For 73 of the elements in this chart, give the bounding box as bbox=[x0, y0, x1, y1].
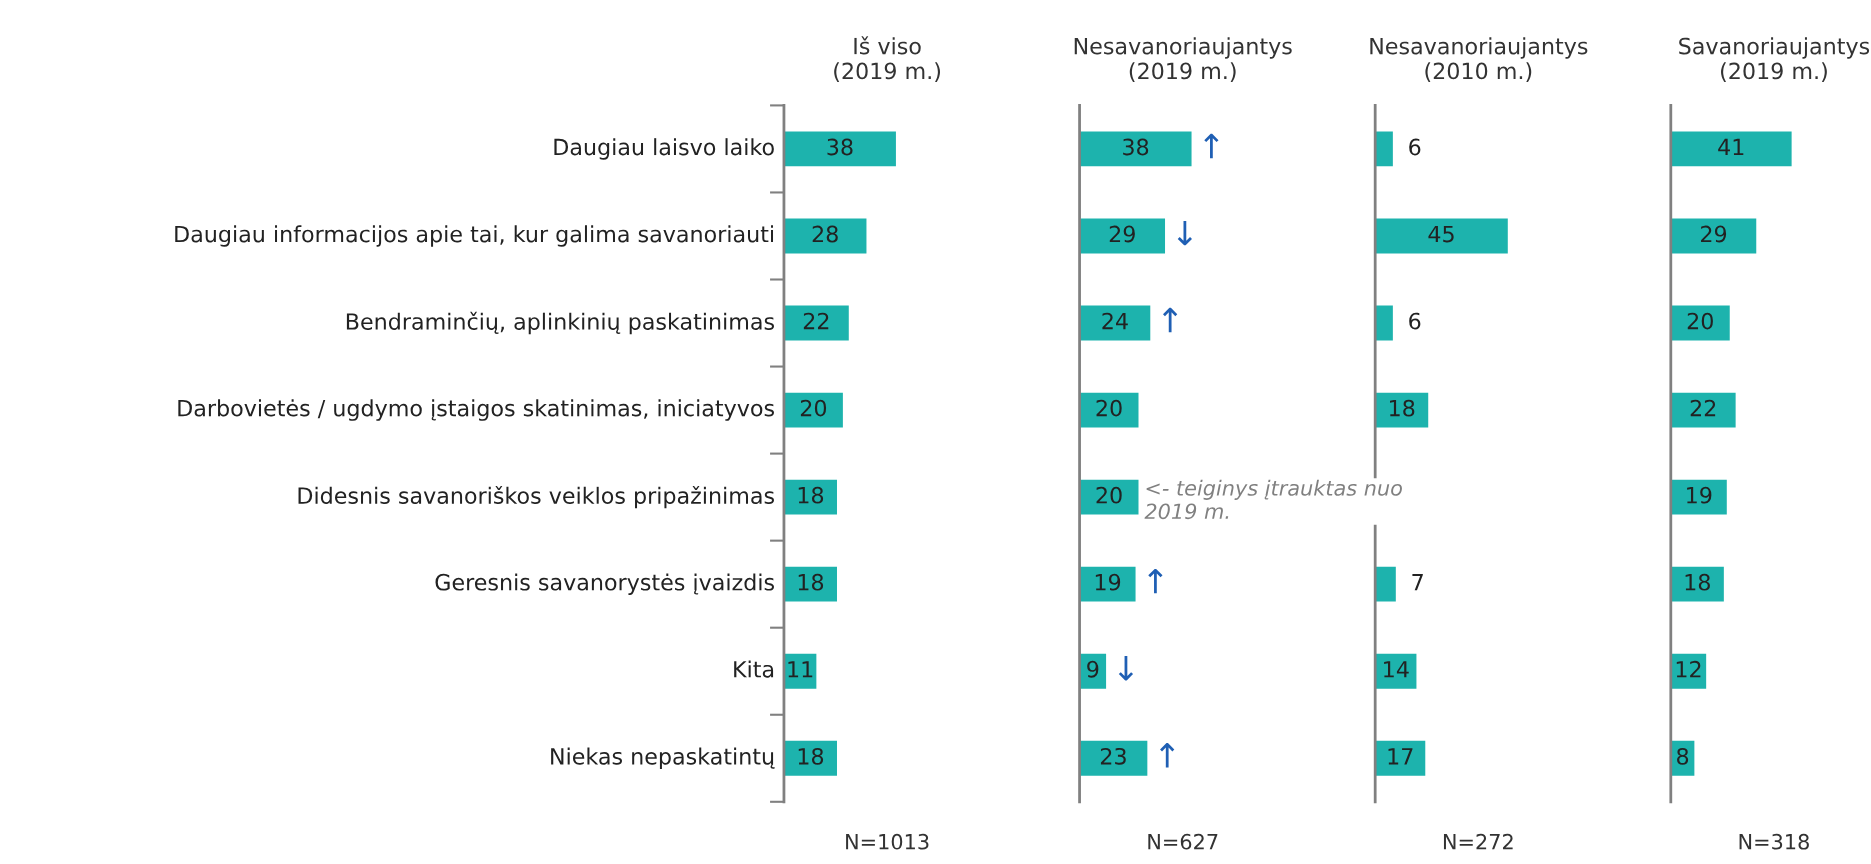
y-tick-label: Daugiau laisvo laiko bbox=[554, 138, 774, 160]
data-label: 14 bbox=[1384, 661, 1409, 678]
data-label: 20 bbox=[1687, 312, 1713, 330]
annotation: ↓ bbox=[1118, 656, 1134, 681]
data-label: 18 bbox=[798, 573, 824, 591]
text: N=1013 bbox=[846, 833, 929, 850]
text: N=272 bbox=[1443, 833, 1513, 850]
bar bbox=[1375, 740, 1426, 776]
data-label: 22 bbox=[803, 312, 829, 330]
data-label: 24 bbox=[1102, 312, 1128, 330]
bar bbox=[1670, 479, 1727, 515]
chart-title: Iš viso (2019 m.) bbox=[834, 36, 941, 82]
data-label: 9 bbox=[1087, 660, 1099, 678]
data-label: 29 bbox=[1701, 225, 1727, 243]
bar bbox=[1375, 218, 1508, 254]
annotation: ↑ bbox=[1160, 743, 1175, 768]
data-label: 12 bbox=[1676, 660, 1701, 678]
data-label: 8 bbox=[1677, 747, 1689, 765]
y-tick-label: Daugiau informacijos apie tai, kur galima savanoriauti bbox=[175, 225, 774, 247]
y-tick-label: Geresnis savanorystės įvaizdis bbox=[435, 573, 774, 595]
chart-title: Savanoriaujantys (2019 m.) bbox=[1679, 37, 1870, 82]
bar bbox=[783, 131, 896, 167]
text: N=627 bbox=[1148, 833, 1218, 850]
bar bbox=[1079, 479, 1139, 515]
data-label: 20 bbox=[800, 399, 827, 417]
chart-title: Nesavanoriaujantys (2019 m.) bbox=[1074, 37, 1292, 82]
data-label: 6 bbox=[1409, 312, 1421, 330]
bar bbox=[1375, 566, 1396, 602]
bar bbox=[783, 740, 837, 776]
bar bbox=[1079, 740, 1148, 776]
data-label: 38 bbox=[1123, 138, 1149, 156]
data-label: 28 bbox=[812, 225, 838, 243]
data-label: 18 bbox=[1390, 399, 1415, 417]
bar bbox=[1079, 218, 1166, 254]
bar bbox=[1079, 131, 1192, 167]
bar bbox=[783, 305, 849, 341]
y-tick-label: Kita bbox=[734, 660, 774, 678]
data-label: 41 bbox=[1718, 138, 1744, 156]
bar bbox=[1670, 218, 1757, 254]
data-label: 11 bbox=[788, 661, 813, 678]
data-label: 19 bbox=[1095, 573, 1121, 591]
data-label: 18 bbox=[798, 486, 824, 504]
data-label: 18 bbox=[798, 747, 824, 765]
data-label: 23 bbox=[1100, 747, 1126, 765]
data-label: 18 bbox=[1685, 573, 1710, 591]
y-tick-label: Didesnis savanoriškos veiklos pripažinimas bbox=[298, 485, 774, 509]
bar bbox=[1079, 566, 1136, 602]
y-tick-label: Niekas nepaskatintų bbox=[551, 747, 775, 770]
chart-title: Nesavanoriaujantys (2010 m.) bbox=[1370, 37, 1588, 82]
bar bbox=[1670, 392, 1736, 428]
data-label: 20 bbox=[1096, 486, 1122, 504]
data-label: 45 bbox=[1428, 225, 1454, 243]
data-label: 20 bbox=[1096, 399, 1122, 417]
text: N=318 bbox=[1739, 833, 1809, 850]
y-tick-label: Darbovietės / ugdymo įstaigos skatinimas, iniciatyvos bbox=[178, 399, 774, 421]
data-label: 29 bbox=[1109, 225, 1135, 243]
bar bbox=[783, 218, 867, 254]
annotation: ↑ bbox=[1148, 568, 1163, 594]
data-label: 6 bbox=[1409, 138, 1421, 156]
y-tick-label: Bendraminčių, aplinkinių paskatinimas bbox=[346, 311, 775, 335]
data-label: 7 bbox=[1412, 574, 1423, 591]
bar bbox=[783, 566, 837, 602]
bar bbox=[1670, 566, 1724, 602]
bar bbox=[783, 479, 837, 515]
bar bbox=[1670, 131, 1792, 167]
annotation: ↑ bbox=[1204, 133, 1219, 159]
data-label: 17 bbox=[1388, 748, 1413, 765]
annotation: ↓ bbox=[1177, 220, 1192, 246]
annotation: ↑ bbox=[1163, 307, 1178, 333]
data-label: 19 bbox=[1687, 486, 1712, 504]
data-label: 22 bbox=[1690, 399, 1716, 417]
data-label: 38 bbox=[827, 138, 853, 156]
annotation: <- teiginys įtrauktas nuo 2019 m. bbox=[1144, 479, 1402, 520]
